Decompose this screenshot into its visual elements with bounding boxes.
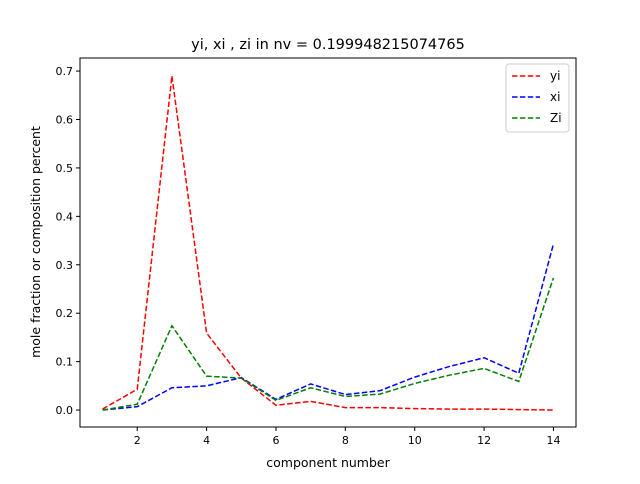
y-tick-label: 0.0	[56, 404, 74, 417]
chart-title: yi, xi , zi in nv = 0.199948215074765	[191, 37, 465, 53]
y-axis-label: mole fraction or composition percent	[28, 126, 43, 358]
legend-label-xi: xi	[550, 90, 560, 104]
y-tick-label: 0.7	[56, 65, 74, 78]
legend-box	[505, 63, 570, 133]
series-line-xi	[102, 243, 555, 411]
series-line-yi	[102, 75, 554, 411]
y-tick-label: 0.1	[56, 356, 74, 369]
y-tick-label: 0.6	[56, 114, 74, 127]
plot-frame	[79, 57, 577, 428]
legend-label-yi: yi	[550, 69, 560, 83]
y-tick-label: 0.3	[56, 259, 74, 272]
x-tick-label: 2	[134, 434, 141, 447]
y-tick-label: 0.4	[56, 210, 74, 223]
legend-label-zi: Zi	[550, 111, 562, 125]
x-tick-label: 14	[546, 434, 560, 447]
x-tick-label: 12	[477, 434, 491, 447]
x-tick-label: 8	[342, 434, 349, 447]
x-axis-label: component number	[266, 455, 390, 470]
x-tick-label: 10	[408, 434, 422, 447]
y-tick-label: 0.5	[56, 162, 74, 175]
x-tick-label: 6	[272, 434, 279, 447]
x-tick-label: 4	[203, 434, 210, 447]
legend: yi xi Zi	[505, 63, 570, 133]
series-line-zi	[102, 277, 555, 411]
y-tick-label: 0.2	[56, 307, 74, 320]
